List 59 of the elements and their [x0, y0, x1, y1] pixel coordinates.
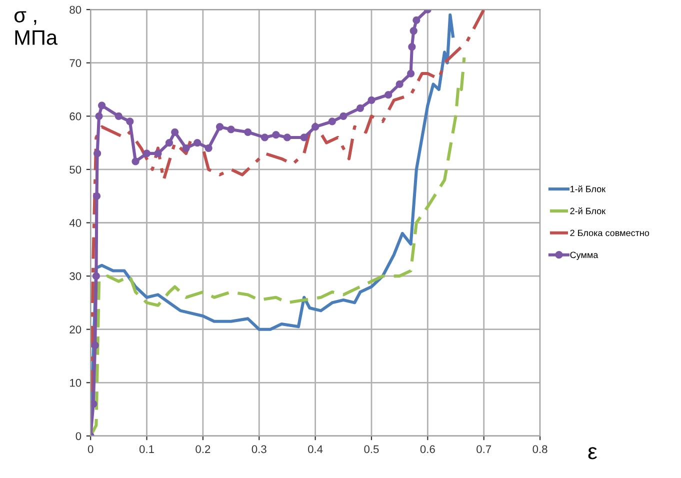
legend-label: 2 Блока совместно — [570, 230, 650, 236]
x-tick-label: 0.5 — [364, 445, 379, 454]
x-tick-label: 0.4 — [308, 445, 323, 454]
point — [368, 96, 376, 104]
point — [244, 128, 252, 136]
point — [91, 342, 99, 350]
point — [227, 126, 235, 134]
point — [194, 138, 202, 147]
x-axis-title: ε — [588, 447, 597, 460]
point — [260, 134, 269, 142]
x-tick-label: 0.2 — [196, 445, 210, 454]
point — [90, 400, 98, 408]
x-tick-label: 0.1 — [139, 445, 154, 454]
y-axis-title: σ , МПа — [14, 11, 58, 45]
point — [272, 130, 280, 139]
point — [92, 272, 100, 280]
x-tick-label: 0.7 — [476, 445, 492, 454]
point — [132, 158, 140, 166]
legend-label: Сумма — [570, 252, 598, 260]
point — [311, 122, 320, 131]
y-tick-label: 60 — [70, 112, 82, 120]
y-tick-label: 40 — [69, 219, 82, 227]
y-tick-label: 80 — [70, 6, 82, 14]
point — [92, 192, 101, 200]
x-tick-label: 0.3 — [252, 445, 266, 454]
legend-label: 1-й Блок — [570, 185, 606, 192]
legend-label: 2-й Блок — [570, 207, 606, 214]
point — [95, 112, 103, 120]
point — [340, 112, 348, 120]
point — [356, 104, 364, 112]
x-tick-label: 0 — [88, 445, 94, 454]
y-tick-label: 30 — [70, 272, 82, 280]
point — [93, 150, 102, 158]
y-tick-label: 10 — [70, 378, 82, 387]
point — [114, 112, 122, 120]
point — [410, 27, 418, 35]
point — [216, 122, 224, 131]
point — [406, 70, 415, 78]
x-tick-label: 0.6 — [420, 445, 435, 454]
y-tick-label: 50 — [70, 166, 82, 174]
point — [142, 150, 151, 158]
point — [300, 134, 308, 142]
point — [328, 118, 336, 126]
point — [171, 128, 179, 136]
point — [408, 43, 416, 51]
point — [154, 150, 162, 158]
point — [182, 144, 190, 152]
y-tick-label: 0 — [76, 432, 82, 440]
point — [98, 102, 106, 110]
point — [412, 16, 420, 24]
point — [396, 80, 404, 88]
point — [283, 134, 292, 142]
y-tick-label: 70 — [70, 59, 82, 67]
x-tick-label: 0.8 — [532, 445, 548, 454]
point — [384, 91, 392, 99]
point — [204, 144, 212, 152]
point — [165, 138, 174, 147]
point — [126, 118, 134, 126]
y-tick-label: 20 — [70, 326, 82, 334]
